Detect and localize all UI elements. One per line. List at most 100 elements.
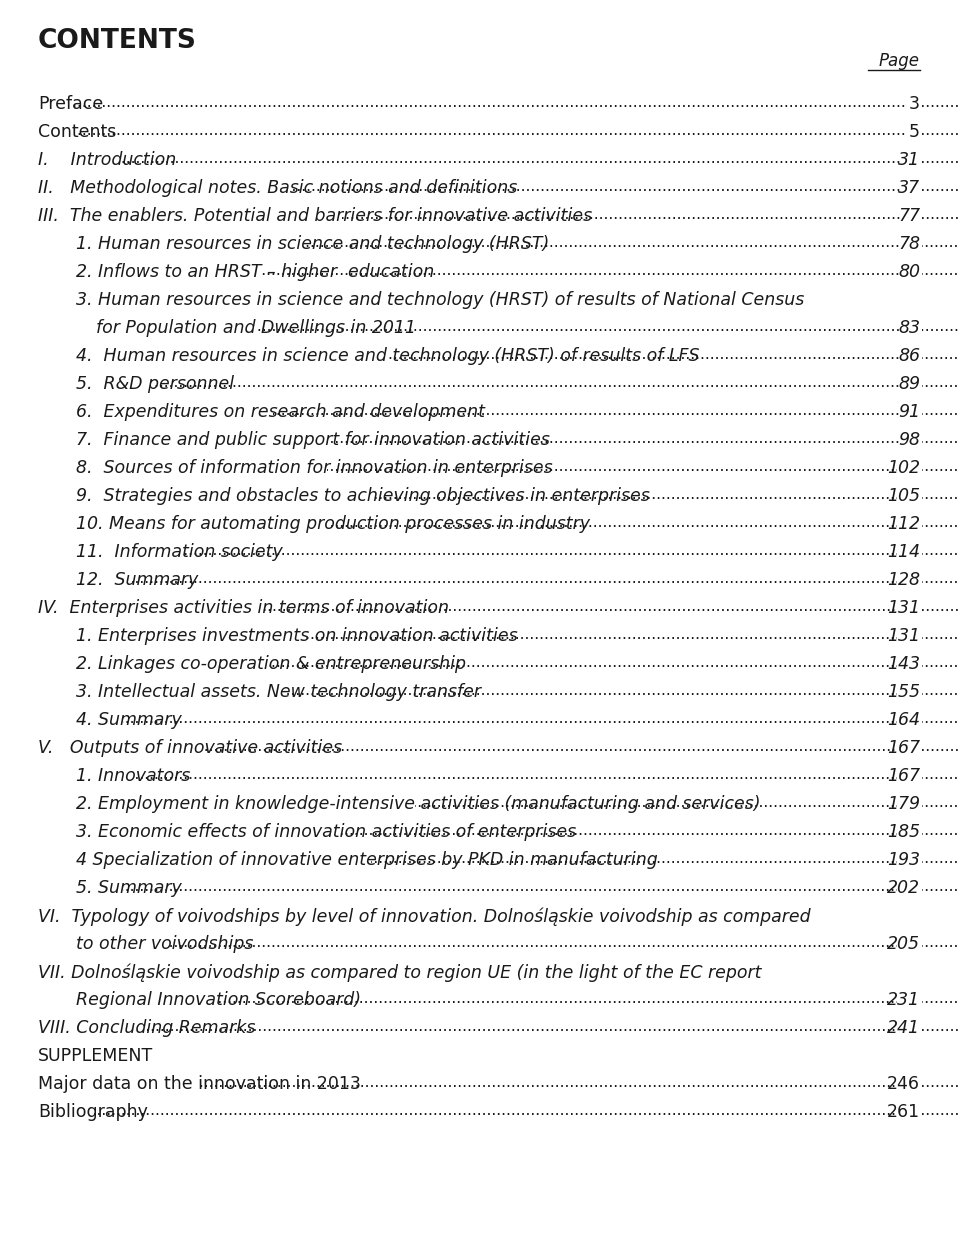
- FancyBboxPatch shape: [897, 1018, 922, 1036]
- Text: 4. Summary: 4. Summary: [76, 711, 181, 729]
- Text: 77: 77: [898, 207, 920, 225]
- Text: 9.  Strategies and obstacles to achieving objectives in enterprises: 9. Strategies and obstacles to achieving…: [76, 487, 650, 505]
- FancyBboxPatch shape: [95, 318, 258, 336]
- Text: 5.  R&D personnel: 5. R&D personnel: [76, 374, 234, 393]
- Text: 31: 31: [898, 151, 920, 168]
- Text: ................................................................................: ........................................…: [38, 1075, 960, 1090]
- Text: ................................................................................: ........................................…: [76, 822, 960, 837]
- Text: 231: 231: [887, 991, 920, 1008]
- FancyBboxPatch shape: [75, 570, 132, 588]
- FancyBboxPatch shape: [37, 178, 293, 196]
- FancyBboxPatch shape: [75, 879, 123, 896]
- FancyBboxPatch shape: [897, 990, 922, 1007]
- Text: 12.  Summary: 12. Summary: [76, 572, 199, 589]
- FancyBboxPatch shape: [75, 626, 304, 644]
- Text: Bibliography: Bibliography: [38, 1103, 148, 1121]
- FancyBboxPatch shape: [37, 1075, 200, 1092]
- Text: 1. Innovators: 1. Innovators: [76, 768, 190, 785]
- FancyBboxPatch shape: [897, 458, 922, 475]
- FancyBboxPatch shape: [897, 879, 922, 896]
- FancyBboxPatch shape: [75, 990, 216, 1007]
- FancyBboxPatch shape: [901, 318, 922, 336]
- FancyBboxPatch shape: [75, 374, 155, 392]
- FancyBboxPatch shape: [897, 542, 922, 559]
- FancyBboxPatch shape: [897, 822, 922, 840]
- Text: ................................................................................: ........................................…: [38, 1103, 960, 1118]
- Text: 261: 261: [887, 1103, 920, 1121]
- Text: II.   Methodological notes. Basic notions and definitions: II. Methodological notes. Basic notions …: [38, 178, 517, 197]
- Text: ................................................................................: ........................................…: [38, 207, 960, 222]
- FancyBboxPatch shape: [897, 850, 922, 867]
- Text: Contents: Contents: [38, 124, 116, 141]
- FancyBboxPatch shape: [75, 681, 287, 699]
- FancyBboxPatch shape: [897, 598, 922, 615]
- FancyBboxPatch shape: [901, 262, 922, 280]
- FancyBboxPatch shape: [75, 654, 269, 671]
- FancyBboxPatch shape: [75, 710, 123, 728]
- FancyBboxPatch shape: [75, 822, 340, 840]
- Text: ................................................................................: ........................................…: [76, 347, 960, 362]
- Text: ................................................................................: ........................................…: [76, 459, 960, 474]
- FancyBboxPatch shape: [75, 235, 304, 252]
- Text: 3. Intellectual assets. New technology transfer: 3. Intellectual assets. New technology t…: [76, 683, 481, 701]
- Text: I.    Introduction: I. Introduction: [38, 151, 177, 168]
- Text: 78: 78: [898, 235, 920, 253]
- Text: 11.  Information society: 11. Information society: [76, 543, 283, 562]
- Text: 2. Linkages co-operation & entrepreneurship: 2. Linkages co-operation & entrepreneurs…: [76, 655, 466, 673]
- FancyBboxPatch shape: [901, 374, 922, 392]
- Text: ................................................................................: ........................................…: [76, 935, 960, 950]
- Text: 10. Means for automating production processes in industry: 10. Means for automating production proc…: [76, 515, 590, 533]
- FancyBboxPatch shape: [905, 94, 922, 111]
- Text: IV.  Enterprises activities in terms of innovation: IV. Enterprises activities in terms of i…: [38, 599, 449, 617]
- Text: 7.  Finance and public support for innovation activities: 7. Finance and public support for innova…: [76, 431, 550, 449]
- FancyBboxPatch shape: [75, 794, 415, 811]
- Text: 3. Economic effects of innovation activities of enterprises: 3. Economic effects of innovation activi…: [76, 822, 576, 841]
- Text: 91: 91: [898, 403, 920, 421]
- Text: 5: 5: [909, 124, 920, 141]
- FancyBboxPatch shape: [37, 1102, 94, 1119]
- FancyBboxPatch shape: [75, 402, 274, 419]
- FancyBboxPatch shape: [897, 934, 922, 951]
- Text: 143: 143: [887, 655, 920, 673]
- Text: 202: 202: [887, 879, 920, 897]
- FancyBboxPatch shape: [897, 1102, 922, 1119]
- Text: III.  The enablers. Potential and barriers for innovative activities: III. The enablers. Potential and barrier…: [38, 207, 592, 225]
- FancyBboxPatch shape: [901, 235, 922, 252]
- Text: 2. Inflows to an HRST – higher  education: 2. Inflows to an HRST – higher education: [76, 263, 434, 281]
- Text: ................................................................................: ........................................…: [76, 263, 960, 278]
- FancyBboxPatch shape: [897, 1075, 922, 1092]
- Text: ................................................................................: ........................................…: [76, 768, 960, 782]
- Text: 83: 83: [898, 319, 920, 337]
- Text: ................................................................................: ........................................…: [76, 851, 960, 866]
- Text: ................................................................................: ........................................…: [96, 319, 960, 334]
- Text: ................................................................................: ........................................…: [38, 151, 960, 166]
- Text: 1. Enterprises investments on innovation activities: 1. Enterprises investments on innovation…: [76, 626, 517, 645]
- FancyBboxPatch shape: [897, 681, 922, 699]
- Text: ................................................................................: ........................................…: [76, 235, 960, 250]
- Text: to other voivodships: to other voivodships: [76, 935, 253, 953]
- Text: ................................................................................: ........................................…: [38, 95, 960, 110]
- FancyBboxPatch shape: [901, 206, 922, 223]
- Text: V.   Outputs of innovative activities: V. Outputs of innovative activities: [38, 739, 342, 758]
- FancyBboxPatch shape: [37, 598, 262, 615]
- Text: 6.  Expenditures on research and development: 6. Expenditures on research and developm…: [76, 403, 485, 421]
- Text: 98: 98: [898, 431, 920, 449]
- Text: 131: 131: [887, 599, 920, 617]
- Text: ................................................................................: ........................................…: [76, 515, 960, 530]
- FancyBboxPatch shape: [75, 346, 389, 363]
- Text: SUPPLEMENT: SUPPLEMENT: [38, 1047, 154, 1065]
- Text: Page: Page: [879, 52, 920, 70]
- FancyBboxPatch shape: [75, 262, 260, 280]
- FancyBboxPatch shape: [901, 402, 922, 419]
- Text: ................................................................................: ........................................…: [76, 431, 960, 446]
- Text: 114: 114: [887, 543, 920, 562]
- Text: Preface: Preface: [38, 95, 104, 114]
- FancyBboxPatch shape: [75, 850, 371, 867]
- FancyBboxPatch shape: [37, 206, 342, 223]
- FancyBboxPatch shape: [75, 766, 136, 784]
- Text: ................................................................................: ........................................…: [76, 795, 960, 810]
- Text: Regional Innovation Scoreboard): Regional Innovation Scoreboard): [76, 991, 361, 1008]
- FancyBboxPatch shape: [37, 1018, 147, 1036]
- Text: ................................................................................: ........................................…: [38, 739, 960, 754]
- Text: 179: 179: [887, 795, 920, 812]
